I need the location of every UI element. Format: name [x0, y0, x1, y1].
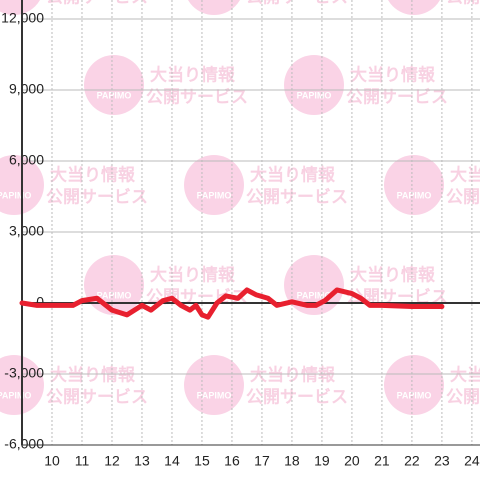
- data-line: [19, 287, 445, 320]
- watermark-title: 大当り情報: [350, 64, 436, 84]
- watermark-subtitle: 公開サービス: [446, 0, 480, 6]
- watermark-title: 大当り情報: [150, 64, 236, 84]
- watermark-subtitle: 公開サービス: [46, 187, 148, 206]
- watermark-circle: [284, 55, 344, 115]
- watermark-subtitle: 公開サービス: [446, 187, 480, 206]
- watermark-subtitle: 公開サービス: [46, 387, 148, 406]
- watermark-logo-text: PAPIMO: [297, 90, 332, 100]
- watermark-title: 大当り情報: [150, 264, 236, 284]
- watermark-subtitle: 公開サービス: [446, 387, 480, 406]
- y-tick-label: -6,000: [4, 436, 44, 452]
- x-tick-label: 12: [104, 453, 120, 469]
- watermark-logo-text: PAPIMO: [0, 190, 31, 200]
- watermark-title: 大当り情報: [450, 164, 480, 184]
- watermark-logo-text: PAPIMO: [397, 390, 432, 400]
- watermark-title: 大当り情報: [50, 164, 136, 184]
- watermark-subtitle: 公開サービス: [246, 187, 348, 206]
- watermark-title: 大当り情報: [250, 164, 336, 184]
- watermark-subtitle: 公開サービス: [246, 387, 348, 406]
- watermark-logo-text: PAPIMO: [0, 390, 31, 400]
- x-tick-label: 22: [404, 453, 420, 469]
- watermark-subtitle: 公開サービス: [46, 0, 148, 6]
- watermark-subtitle: 公開サービス: [346, 87, 448, 106]
- watermark-circle: [184, 355, 244, 415]
- watermark-logo-text: PAPIMO: [197, 390, 232, 400]
- x-tick-label: 19: [314, 453, 330, 469]
- watermark-subtitle: 公開サービス: [346, 287, 448, 306]
- x-tick-label: 24: [464, 453, 480, 469]
- y-tick-label: -3,000: [4, 365, 44, 381]
- x-tick-label: 16: [224, 453, 240, 469]
- watermark-logo-text: PAPIMO: [97, 290, 132, 300]
- x-tick-label: 13: [134, 453, 150, 469]
- x-tick-label: 17: [254, 453, 270, 469]
- y-tick-label: 0: [36, 294, 44, 310]
- x-tick-label: 20: [344, 453, 360, 469]
- watermark-logo-text: PAPIMO: [297, 290, 332, 300]
- x-tick-label: 11: [75, 453, 90, 469]
- watermark-circle: [384, 155, 444, 215]
- x-tick-label: 14: [164, 453, 180, 469]
- watermark-circle: [188, 0, 240, 15]
- watermark-circle: [84, 255, 144, 315]
- x-tick-label: 10: [44, 453, 60, 469]
- watermark-title: 大当り情報: [350, 264, 436, 284]
- y-tick-label: 3,000: [9, 223, 44, 239]
- watermark-circle: [84, 55, 144, 115]
- x-tick-label: 21: [374, 453, 390, 469]
- x-tick-label: 18: [284, 453, 300, 469]
- x-tick-label: 23: [434, 453, 450, 469]
- watermark-circle: [0, 0, 40, 15]
- watermark-subtitle: 公開サービス: [246, 0, 348, 6]
- watermark-logo-text: PAPIMO: [397, 190, 432, 200]
- watermark-circle: [388, 0, 440, 15]
- watermark-circle: [384, 355, 444, 415]
- watermark-circle: [184, 155, 244, 215]
- watermark-logo-text: PAPIMO: [197, 190, 232, 200]
- x-tick-label: 15: [194, 453, 210, 469]
- y-tick-label: 6,000: [9, 152, 44, 168]
- watermark-logo-text: PAPIMO: [97, 90, 132, 100]
- y-tick-label: 9,000: [9, 81, 44, 97]
